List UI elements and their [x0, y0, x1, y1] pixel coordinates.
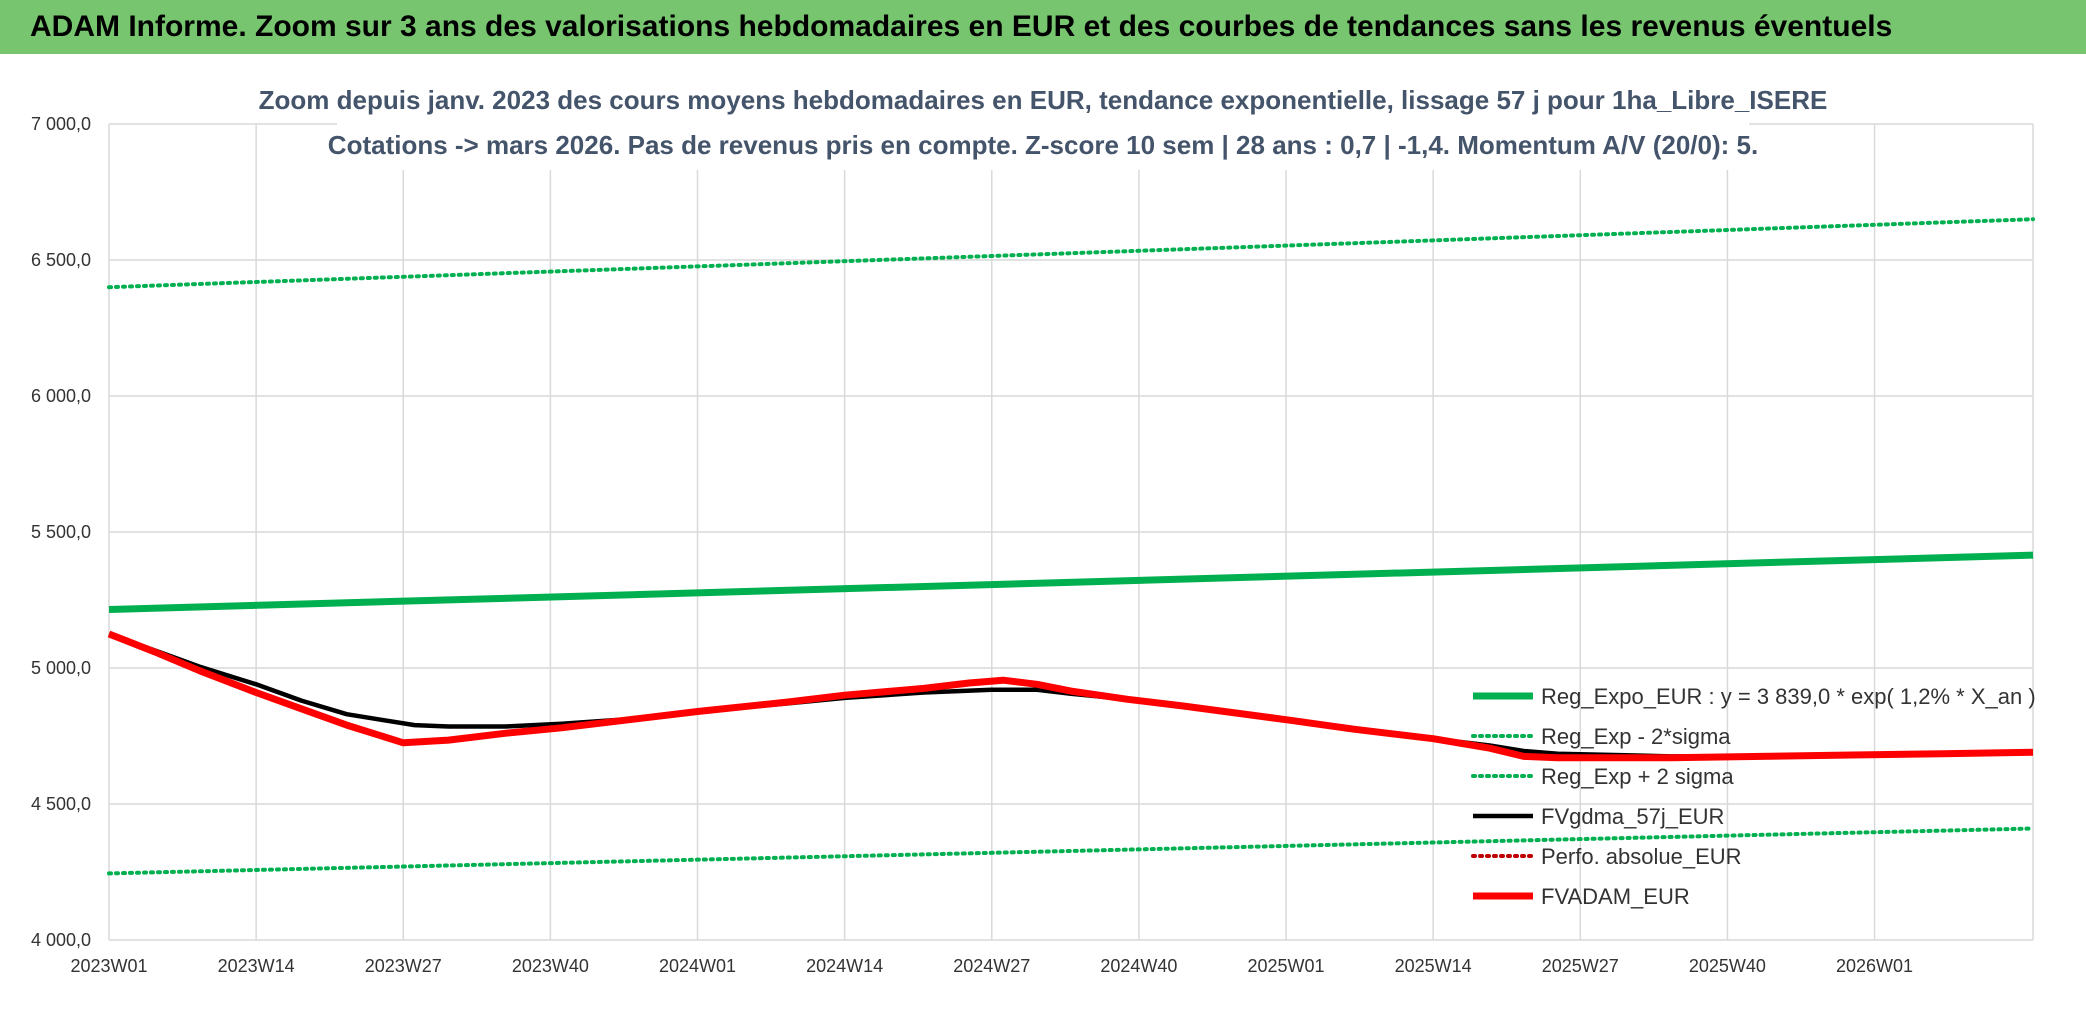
x-tick-label: 2025W01: [1248, 956, 1325, 976]
legend-entry-3: FVgdma_57j_EUR: [1541, 804, 1724, 829]
legend-entry-2: Reg_Exp + 2 sigma: [1541, 764, 1734, 789]
series-lines: [107, 217, 2035, 876]
chart-legend: Reg_Expo_EUR : y = 3 839,0 * exp( 1,2% *…: [1471, 684, 2036, 909]
x-tick-label: 2023W14: [218, 956, 295, 976]
x-tick-label: 2026W01: [1836, 956, 1913, 976]
chart-subtitle: Cotations -> mars 2026. Pas de revenus p…: [328, 130, 1758, 160]
legend-entry-1: Reg_Exp - 2*sigma: [1541, 724, 1731, 749]
y-tick-label: 5 500,0: [31, 522, 91, 542]
chart-title: Zoom depuis janv. 2023 des cours moyens …: [259, 85, 1828, 115]
x-tick-label: 2024W40: [1100, 956, 1177, 976]
x-tick-label: 2023W40: [512, 956, 589, 976]
legend-entry-0: Reg_Expo_EUR : y = 3 839,0 * exp( 1,2% *…: [1541, 684, 2036, 709]
x-tick-label: 2024W01: [659, 956, 736, 976]
axis-labels: 4 000,0 4 500,0 5 000,0 5 500,0 6 000,0 6 500…: [31, 114, 1913, 976]
chart-area: 4 000,0 4 500,0 5 000,0 5 500,0 6 000,0 6 500…: [0, 54, 2086, 1031]
line-chart: 4 000,0 4 500,0 5 000,0 5 500,0 6 000,0 6 500…: [31, 78, 2036, 976]
x-tick-label: 2025W14: [1395, 956, 1472, 976]
y-tick-label: 4 000,0: [31, 930, 91, 950]
chart-title-background: [337, 78, 1749, 170]
series-line-0: [108, 551, 2034, 613]
series-line-1: [107, 826, 2035, 876]
x-tick-label: 2023W27: [365, 956, 442, 976]
x-tick-label: 2024W27: [953, 956, 1030, 976]
y-tick-label: 5 000,0: [31, 658, 91, 678]
y-tick-label: 6 000,0: [31, 386, 91, 406]
series-line-2: [107, 217, 2035, 290]
grid-lines: [108, 123, 2034, 941]
series-line-5: [107, 630, 2034, 762]
report-banner: ADAM Informe. Zoom sur 3 ans des valoris…: [0, 0, 2086, 54]
report-title: ADAM Informe. Zoom sur 3 ans des valoris…: [30, 10, 1893, 43]
y-tick-label: 6 500,0: [31, 250, 91, 270]
legend-entry-5: FVADAM_EUR: [1541, 884, 1690, 909]
x-tick-label: 2025W40: [1689, 956, 1766, 976]
y-tick-label: 7 000,0: [31, 114, 91, 134]
y-tick-label: 4 500,0: [31, 794, 91, 814]
x-tick-label: 2024W14: [806, 956, 883, 976]
x-tick-label: 2023W01: [70, 956, 147, 976]
legend-entry-4: Perfo. absolue_EUR: [1541, 844, 1742, 869]
x-tick-label: 2025W27: [1542, 956, 1619, 976]
